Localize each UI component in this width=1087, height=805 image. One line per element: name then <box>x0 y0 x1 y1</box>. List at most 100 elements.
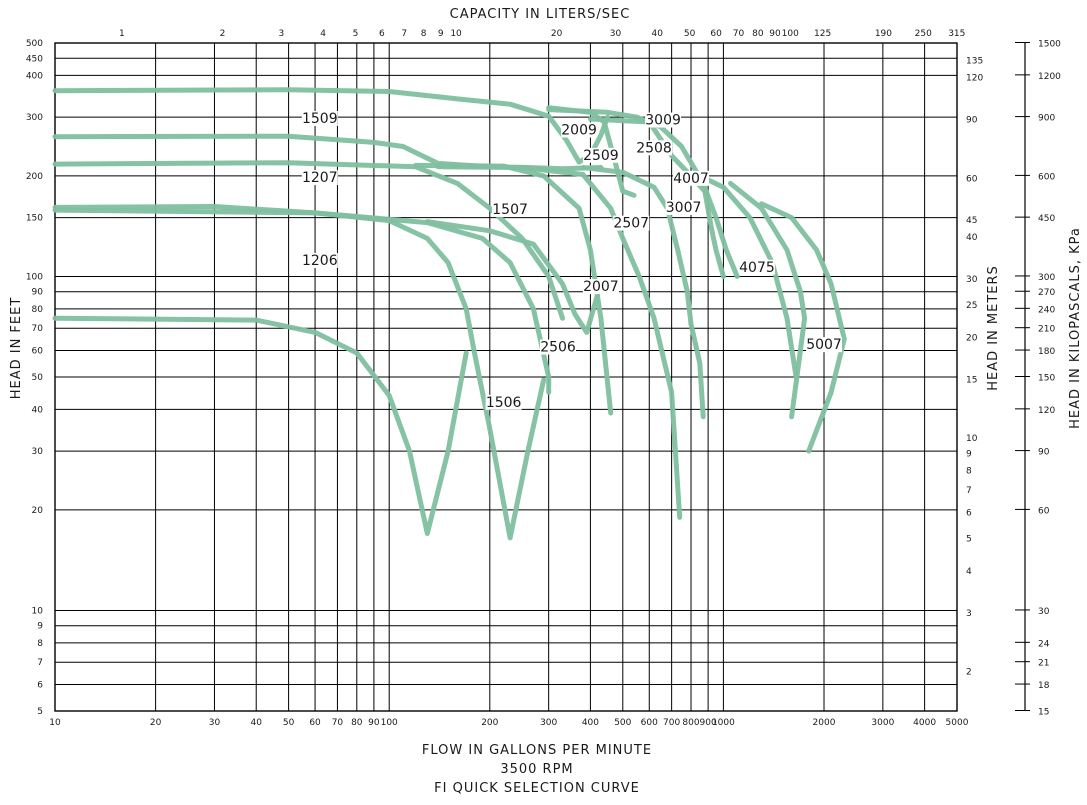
curve-label-bg <box>806 337 843 353</box>
y3-tick-label: 60 <box>1038 506 1050 516</box>
x2-axis-title: CAPACITY IN LITERS/SEC <box>450 7 631 22</box>
x2-tick-label: 60 <box>710 29 722 39</box>
curve-label-bg <box>738 259 775 275</box>
curve-label-bg <box>301 111 338 127</box>
curve-label-bg <box>301 252 338 268</box>
curve-label-bg <box>645 112 682 128</box>
x-tick-label: 200 <box>481 718 498 728</box>
x2-tick-label: 70 <box>733 29 745 39</box>
x2-tick-label: 3 <box>278 29 284 39</box>
curve-label-1206: 1206 <box>302 253 338 269</box>
curve-label-2507: 2507 <box>613 216 649 232</box>
y-tick-label: 50 <box>32 373 44 383</box>
y3-tick-label: 120 <box>1038 406 1055 416</box>
curve-label-2509: 2509 <box>583 148 619 164</box>
curve-label-bg <box>485 394 522 410</box>
x-tick-label: 100 <box>381 718 398 728</box>
x2-tick-label: 1 <box>119 29 125 39</box>
curve-label-4007: 4007 <box>673 171 709 187</box>
curve-label-bg <box>582 147 619 163</box>
y-tick-label: 80 <box>32 305 44 315</box>
y2-tick-label: 60 <box>966 174 978 184</box>
y-tick-label: 150 <box>26 214 43 224</box>
x-tick-label: 60 <box>309 718 321 728</box>
y2-tick-label: 40 <box>966 233 978 243</box>
x2-tick-label: 10 <box>450 29 462 39</box>
x-tick-label: 50 <box>283 718 295 728</box>
y-axis-title: HEAD IN FEET <box>9 297 24 400</box>
curve-label-3009: 3009 <box>645 113 681 129</box>
x2-tick-label: 90 <box>769 29 781 39</box>
x-tick-label: 3000 <box>871 718 894 728</box>
x2-tick-label: 7 <box>401 29 407 39</box>
y2-tick-label: 20 <box>966 334 978 344</box>
curve-label-bg <box>561 122 598 138</box>
pump-curve-1507 <box>424 219 600 335</box>
curves <box>52 87 847 541</box>
x2-tick-label: 50 <box>684 29 696 39</box>
grid <box>54 42 958 712</box>
y-tick-label: 7 <box>37 658 43 668</box>
y3-tick-label: 900 <box>1038 114 1055 124</box>
curve-label-2508: 2508 <box>636 140 672 156</box>
y-tick-label: 8 <box>37 639 43 649</box>
y-tick-label: 6 <box>37 681 43 691</box>
y3-tick-label: 18 <box>1038 681 1050 691</box>
x2-tick-label: 8 <box>421 29 427 39</box>
x-tick-label: 1000 <box>712 718 735 728</box>
y2-tick-label: 15 <box>966 375 977 385</box>
y-tick-label: 500 <box>26 39 43 49</box>
y3-axis-title: HEAD IN KILOPASCALS, KPa <box>1068 227 1083 429</box>
pump-curve-4007 <box>697 173 799 380</box>
y3-tick-label: 24 <box>1038 639 1050 649</box>
y2-tick-label: 30 <box>966 275 978 285</box>
y-tick-label: 40 <box>32 405 44 415</box>
x2-tick-label: 2 <box>220 29 226 39</box>
y-tick-label: 300 <box>26 113 43 123</box>
x-tick-label: 800 <box>682 718 699 728</box>
x-tick-label: 70 <box>332 718 344 728</box>
y-tick-label: 9 <box>37 622 43 632</box>
plot-frame <box>54 42 958 712</box>
x-tick-label: 400 <box>582 718 599 728</box>
y2-tick-label: 7 <box>966 486 972 496</box>
x2-tick-label: 9 <box>438 29 444 39</box>
curve-label-bg <box>582 279 619 295</box>
curve-label-5007: 5007 <box>806 337 842 353</box>
y-tick-label: 30 <box>32 447 44 457</box>
y3-tick-label: 300 <box>1038 273 1055 283</box>
x2-tick-label: 40 <box>652 29 664 39</box>
y3-tick-label: 450 <box>1038 214 1055 224</box>
chart-subtitle-rpm: 3500 RPM <box>500 762 573 777</box>
x-axis-title: FLOW IN GALLONS PER MINUTE <box>422 743 652 758</box>
x-tick-label: 700 <box>663 718 680 728</box>
curve-label-1509: 1509 <box>302 111 338 127</box>
curve-label-bg <box>673 170 710 186</box>
pump-curve-1509 <box>52 133 604 172</box>
y-tick-label: 70 <box>32 324 44 334</box>
y2-tick-label: 6 <box>966 508 972 518</box>
pump-curve-4075 <box>728 180 808 420</box>
x-tick-label: 40 <box>250 718 262 728</box>
x2-tick-label: 6 <box>379 29 385 39</box>
y-tick-label: 10 <box>32 606 44 616</box>
x-tick-label: 80 <box>351 718 363 728</box>
y2-tick-label: 90 <box>966 115 978 125</box>
curve-label-1507: 1507 <box>492 202 528 218</box>
curve-label-bg <box>665 200 702 216</box>
x2-tick-label: 30 <box>610 29 622 39</box>
curve-label-1506: 1506 <box>486 395 522 411</box>
curve-label-3007: 3007 <box>666 200 702 216</box>
x2-tick-label: 315 <box>948 29 965 39</box>
curve-label-2007: 2007 <box>583 279 619 295</box>
curve-label-2506: 2506 <box>540 340 576 356</box>
x-tick-label: 20 <box>150 718 162 728</box>
x2-tick-label: 4 <box>320 29 326 39</box>
x-tick-label: 300 <box>540 718 557 728</box>
x-tick-label: 10 <box>49 718 61 728</box>
curve-label-bg <box>492 201 529 217</box>
x2-tick-label: 80 <box>752 29 764 39</box>
y2-tick-label: 45 <box>966 216 977 226</box>
x2-tick-label: 100 <box>782 29 799 39</box>
